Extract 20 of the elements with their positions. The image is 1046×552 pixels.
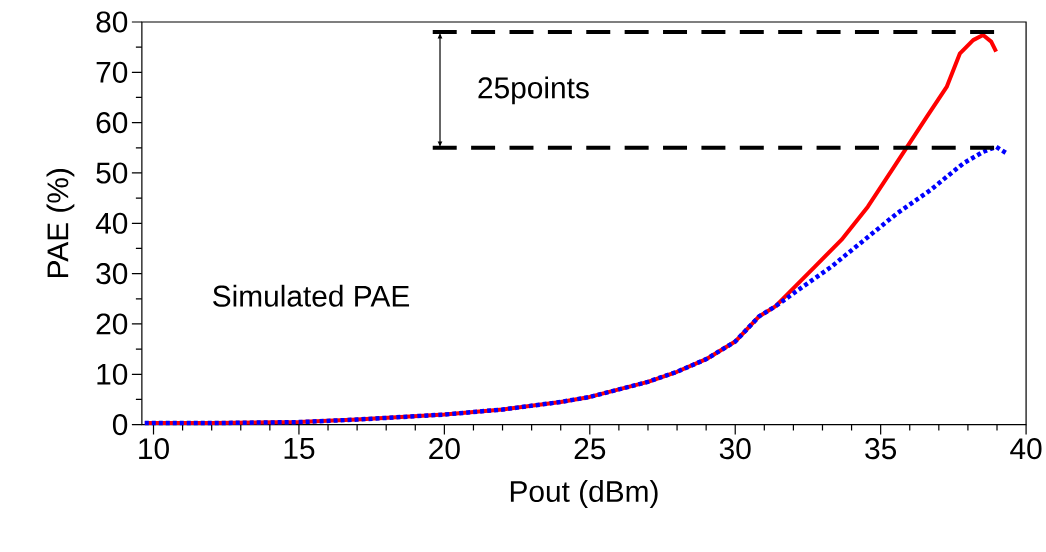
x-tick-label: 25: [574, 438, 606, 460]
x-axis-title: Pout (dBm): [510, 480, 658, 509]
y-axis-title: PAE (%): [46, 169, 75, 278]
x-tick-label: 40: [1010, 438, 1042, 460]
annotation: Simulated PAE: [213, 285, 410, 307]
y-tick-label: 30: [96, 263, 128, 285]
y-tick-label: 0: [112, 414, 128, 436]
x-tick-label: 30: [719, 438, 751, 460]
y-tick-label: 40: [95, 212, 128, 235]
y-tick-label: 60: [96, 112, 128, 134]
y-tick-label: 20: [96, 313, 128, 335]
y-tick-label: 80: [96, 11, 128, 33]
x-tick-label: 35: [865, 438, 897, 460]
y-tick-label: 70: [96, 61, 128, 84]
x-tick-label: 20: [429, 438, 460, 460]
x-tick-label: 15: [284, 438, 315, 460]
annotation: 25points: [478, 76, 589, 105]
y-tick-label: 50: [96, 162, 128, 184]
y-tick-label: 10: [97, 363, 128, 386]
x-tick-label: 10: [139, 438, 169, 460]
